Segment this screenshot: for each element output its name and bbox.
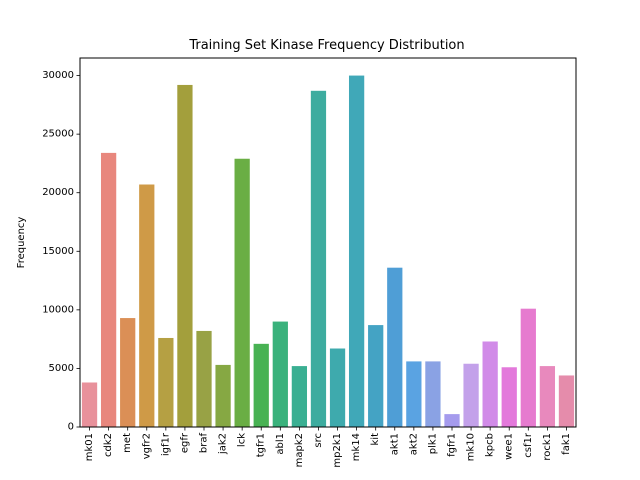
x-tick-label: mk01 xyxy=(84,433,95,461)
bar-fgfr1 xyxy=(444,414,460,427)
plot-frame xyxy=(79,57,577,428)
x-tick-label: plk1 xyxy=(427,433,438,454)
x-tick-label: lck xyxy=(237,433,248,447)
x-tick-label: kit xyxy=(370,433,381,446)
bar-tgfr1 xyxy=(253,343,269,427)
x-tick-label: jak2 xyxy=(218,433,229,455)
bar-mk14 xyxy=(348,75,365,427)
x-tick-label: mk14 xyxy=(351,433,362,461)
y-axis: 0 5000 10000 15000 20000 25000 30000 xyxy=(42,70,80,433)
x-tick-label: akt2 xyxy=(408,433,419,455)
x-tick-label: csf1r xyxy=(523,432,534,458)
bar-akt1 xyxy=(387,267,403,427)
y-tick-label: 10000 xyxy=(42,304,74,315)
y-tick-label: 30000 xyxy=(42,70,74,81)
bar-jak2 xyxy=(215,364,231,427)
bar-kpcb xyxy=(482,341,498,427)
x-tick-label: kpcb xyxy=(485,433,496,457)
bar-igf1r xyxy=(158,337,174,427)
bar-fak1 xyxy=(558,375,575,427)
x-tick-label: akt1 xyxy=(389,433,400,455)
chart-title: Training Set Kinase Frequency Distributi… xyxy=(188,38,464,53)
bar-abl1 xyxy=(272,321,288,427)
bar-src xyxy=(310,90,327,428)
y-tick-label: 5000 xyxy=(49,363,74,374)
x-tick-label: cdk2 xyxy=(103,433,114,457)
bar-vgfr2 xyxy=(139,184,155,427)
bar-mk10 xyxy=(463,363,479,427)
x-tick-label: braf xyxy=(199,433,210,454)
bar-egfr xyxy=(177,84,193,427)
y-axis-label: Frequency xyxy=(16,217,27,269)
bar-cdk2 xyxy=(100,152,117,427)
y-tick-label: 25000 xyxy=(42,129,74,140)
y-tick-label: 15000 xyxy=(42,246,74,257)
x-tick-label: abl1 xyxy=(275,433,286,455)
x-tick-label: wee1 xyxy=(504,433,515,460)
bar-csf1r xyxy=(520,308,536,427)
x-tick-label: tgfr1 xyxy=(256,433,267,457)
x-tick-label: mp2k1 xyxy=(332,433,343,468)
y-tick-label: 20000 xyxy=(42,187,74,198)
x-tick-label: fak1 xyxy=(561,433,572,455)
bar-lck xyxy=(234,158,250,428)
x-tick-label: met xyxy=(122,433,133,453)
x-tick-label: mapk2 xyxy=(294,433,305,467)
bar-wee1 xyxy=(501,367,517,427)
x-tick-label: vgfr2 xyxy=(141,433,152,459)
bar-kit xyxy=(368,325,384,427)
bar-mapk2 xyxy=(291,366,308,427)
bar-mp2k1 xyxy=(329,348,346,427)
x-tick-label: mk10 xyxy=(466,433,477,461)
bar-met xyxy=(120,318,136,427)
bar-akt2 xyxy=(406,361,422,427)
x-axis: mk01 cdk2 met vgfr2 igf1r egfr braf jak2 lck tgfr… xyxy=(84,427,572,468)
bar-plk1 xyxy=(425,361,441,427)
x-tick-label: igf1r xyxy=(160,432,171,456)
x-tick-label: src xyxy=(313,433,324,448)
x-tick-label: fgfr1 xyxy=(447,433,458,457)
y-tick-label: 0 xyxy=(68,422,74,433)
bar-rock1 xyxy=(539,366,556,427)
bars xyxy=(81,75,575,428)
x-tick-label: egfr xyxy=(179,432,190,453)
x-tick-label: rock1 xyxy=(542,433,553,461)
bar-mk01 xyxy=(81,382,98,427)
bar-braf xyxy=(196,330,212,427)
